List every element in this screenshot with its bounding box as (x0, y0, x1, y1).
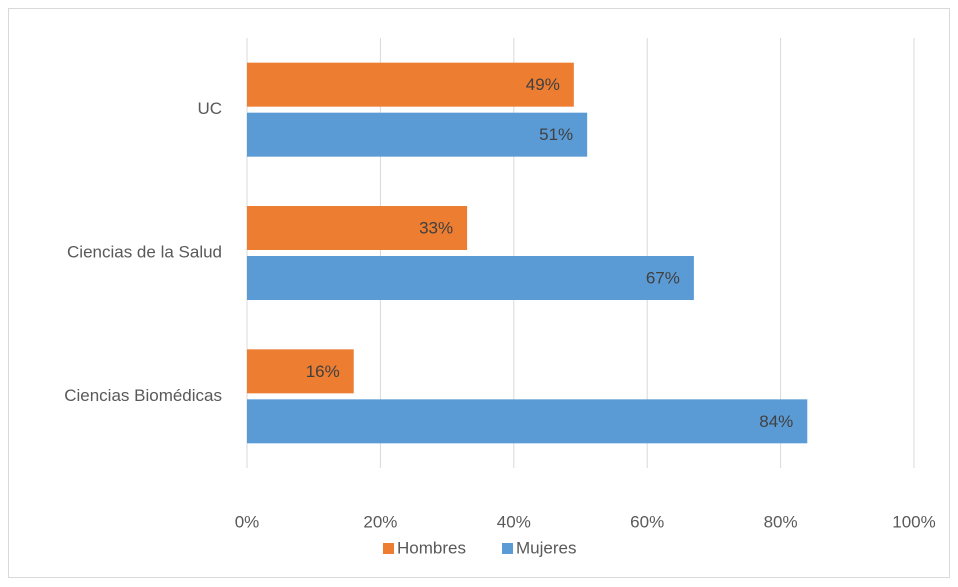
bar (247, 112, 588, 157)
value-label: 49% (526, 75, 560, 94)
x-tick-label: 40% (497, 512, 531, 531)
bar (247, 256, 694, 300)
category-label: UC (197, 99, 222, 118)
bar (247, 349, 354, 394)
bar (247, 399, 808, 444)
x-tick-label: 100% (892, 512, 935, 531)
legend-swatch (383, 543, 394, 554)
legend-label: Mujeres (516, 538, 576, 557)
x-tick-label: 0% (235, 512, 260, 531)
x-tick-label: 60% (630, 512, 664, 531)
x-tick-label: 20% (363, 512, 397, 531)
value-label: 33% (419, 218, 453, 237)
legend-label: Hombres (397, 538, 466, 557)
value-label: 16% (306, 362, 340, 381)
category-label: Ciencias de la Salud (67, 242, 222, 261)
category-label: Ciencias Biomédicas (64, 386, 222, 405)
legend-swatch (502, 543, 513, 554)
value-label: 67% (646, 268, 680, 287)
bar (247, 62, 574, 107)
x-tick-label: 80% (764, 512, 798, 531)
value-label: 51% (539, 125, 573, 144)
value-label: 84% (759, 412, 793, 431)
bar (247, 206, 468, 250)
